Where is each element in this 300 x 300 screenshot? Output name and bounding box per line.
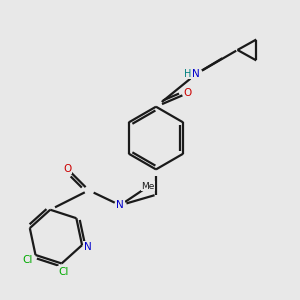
Text: N: N: [192, 69, 200, 79]
Text: Me: Me: [142, 182, 155, 191]
Text: O: O: [63, 164, 71, 174]
Text: H: H: [184, 69, 192, 79]
Text: O: O: [183, 88, 191, 98]
Text: Cl: Cl: [22, 255, 32, 266]
Text: N: N: [116, 200, 124, 210]
Text: N: N: [84, 242, 91, 252]
Text: Cl: Cl: [58, 267, 68, 277]
